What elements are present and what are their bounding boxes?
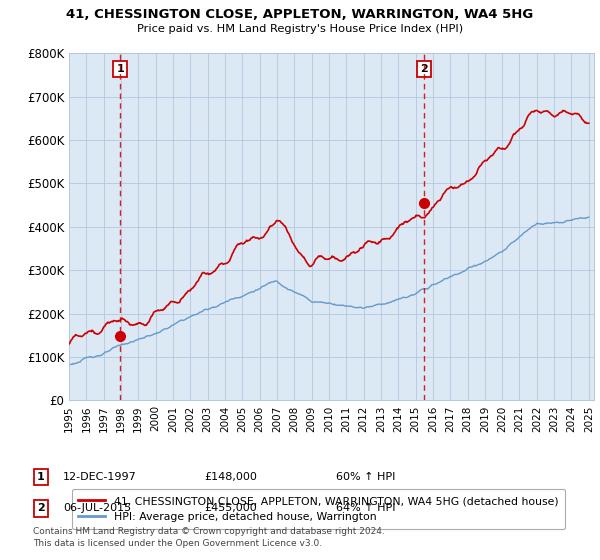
- Legend: 41, CHESSINGTON CLOSE, APPLETON, WARRINGTON, WA4 5HG (detached house), HPI: Aver: 41, CHESSINGTON CLOSE, APPLETON, WARRING…: [72, 489, 565, 529]
- Text: £148,000: £148,000: [204, 472, 257, 482]
- Text: 12-DEC-1997: 12-DEC-1997: [63, 472, 137, 482]
- Text: 1: 1: [37, 472, 44, 482]
- Text: Price paid vs. HM Land Registry's House Price Index (HPI): Price paid vs. HM Land Registry's House …: [137, 24, 463, 34]
- Text: Contains HM Land Registry data © Crown copyright and database right 2024.: Contains HM Land Registry data © Crown c…: [33, 528, 385, 536]
- Text: 1: 1: [116, 64, 124, 73]
- Text: £455,000: £455,000: [204, 503, 257, 514]
- Text: 41, CHESSINGTON CLOSE, APPLETON, WARRINGTON, WA4 5HG: 41, CHESSINGTON CLOSE, APPLETON, WARRING…: [67, 8, 533, 21]
- Text: 2: 2: [421, 64, 428, 73]
- Text: 60% ↑ HPI: 60% ↑ HPI: [336, 472, 395, 482]
- Text: 06-JUL-2015: 06-JUL-2015: [63, 503, 131, 514]
- Text: This data is licensed under the Open Government Licence v3.0.: This data is licensed under the Open Gov…: [33, 539, 322, 548]
- Text: 64% ↑ HPI: 64% ↑ HPI: [336, 503, 395, 514]
- Text: 2: 2: [37, 503, 44, 514]
